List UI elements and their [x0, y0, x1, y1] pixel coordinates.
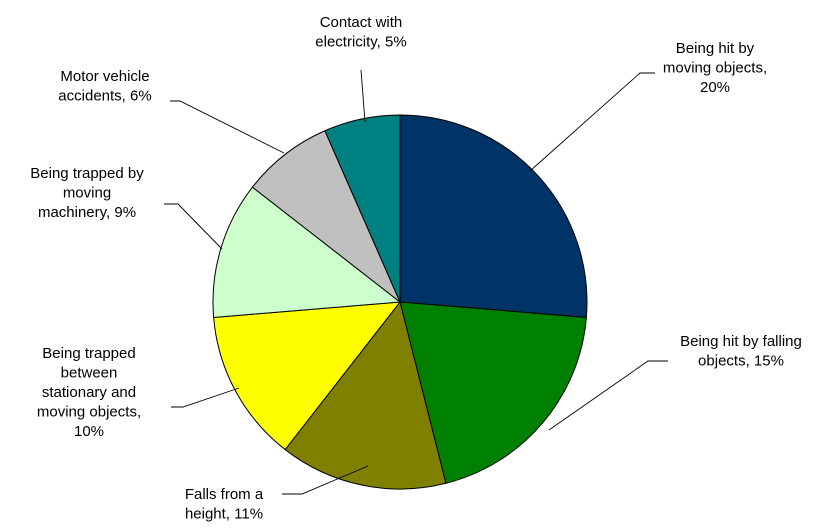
data-label: Falls from a height, 11% — [185, 486, 264, 523]
data-label-line: Being trapped — [42, 345, 135, 362]
data-labels: Being hit by moving objects, 20%Being hit … — [30, 14, 802, 523]
data-label-line: Being hit by — [676, 40, 755, 57]
data-label: Being trapped by moving machinery, 9% — [30, 165, 144, 221]
data-label-line: Motor vehicle — [60, 68, 149, 85]
pie-slice — [324, 114, 401, 303]
pie-slices — [212, 114, 588, 490]
leader-line — [529, 72, 655, 172]
data-label-line: accidents, 6% — [58, 88, 151, 105]
data-label-line: Being hit by falling — [680, 333, 802, 350]
leader-line — [164, 203, 223, 250]
pie-slice — [251, 130, 401, 303]
pie-slice — [212, 186, 402, 318]
data-label: Being trapped between stationary and moving… — [37, 345, 141, 440]
leader-line — [170, 100, 285, 154]
data-label-line: Being trapped by — [30, 165, 144, 182]
data-label-line: moving — [63, 185, 111, 202]
pie-slice — [213, 301, 402, 451]
leader-line — [282, 465, 369, 495]
data-label-line: Falls from a — [185, 486, 264, 503]
data-label-line: electricity, 5% — [315, 34, 406, 51]
pie-slice — [284, 300, 447, 490]
data-label-line: height, 11% — [185, 506, 263, 523]
data-label-line: moving objects, — [663, 60, 767, 77]
data-label-line: Contact with — [320, 14, 403, 31]
leader-line — [548, 360, 668, 431]
data-label-line: stationary and — [42, 384, 136, 401]
data-label-line: moving objects, — [37, 404, 141, 421]
data-label: Contact with electricity, 5% — [315, 14, 406, 51]
data-label: Motor vehicle accidents, 6% — [58, 68, 151, 105]
leader-line — [360, 69, 366, 123]
leader-lines — [164, 69, 668, 495]
data-label-line: between — [61, 365, 118, 382]
data-label-line: objects, 15% — [698, 353, 784, 370]
leader-line — [171, 387, 240, 408]
pie-slice — [399, 114, 588, 318]
data-label-line: 10% — [74, 423, 104, 440]
data-label-line: 20% — [700, 79, 730, 96]
pie-slice — [399, 301, 587, 484]
data-label: Being hit by moving objects, 20% — [663, 40, 767, 96]
data-label: Being hit by falling objects, 15% — [680, 333, 802, 370]
data-label-line: machinery, 9% — [38, 204, 136, 221]
